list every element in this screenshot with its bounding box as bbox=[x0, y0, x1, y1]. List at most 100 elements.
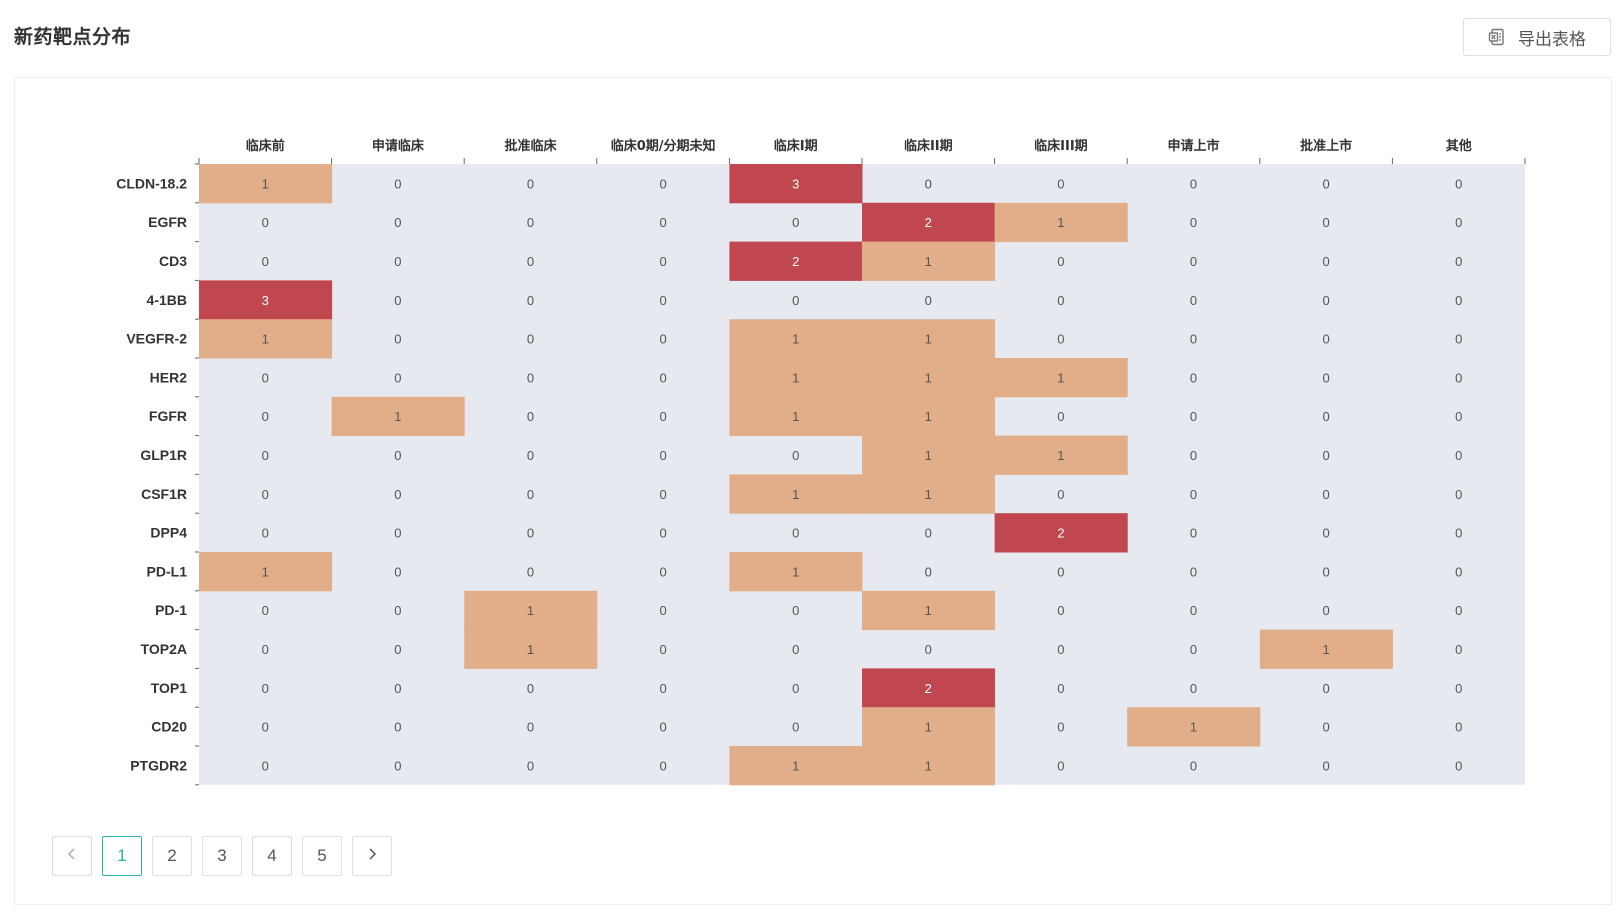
heatmap-cell-label: 0 bbox=[1190, 487, 1197, 502]
heatmap-cell-label: 0 bbox=[659, 176, 666, 191]
heatmap-cell-label: 0 bbox=[527, 254, 534, 269]
heatmap-cell[interactable] bbox=[862, 396, 996, 437]
heatmap-cell-label: 0 bbox=[262, 254, 269, 269]
heatmap-cell-label: 1 bbox=[792, 370, 799, 385]
heatmap-cell[interactable] bbox=[729, 746, 863, 786]
y-tick-label: CD3 bbox=[159, 253, 187, 269]
heatmap-cell[interactable] bbox=[729, 396, 863, 437]
heatmap-cell-label: 1 bbox=[792, 409, 799, 424]
heatmap-cell-label: 1 bbox=[792, 564, 799, 579]
heatmap-cell[interactable] bbox=[862, 241, 996, 281]
heatmap-cell-label: 0 bbox=[1057, 293, 1064, 308]
heatmap-cell-label: 1 bbox=[792, 332, 799, 347]
heatmap-cell[interactable] bbox=[862, 746, 996, 786]
page-button-3[interactable]: 3 bbox=[202, 836, 242, 876]
heatmap-cell[interactable] bbox=[862, 435, 996, 475]
page-button-2[interactable]: 2 bbox=[152, 836, 192, 876]
x-tick-label: 申请临床 bbox=[372, 138, 425, 154]
heatmap-cell-label: 0 bbox=[792, 448, 799, 463]
heatmap-cell-label: 0 bbox=[1455, 254, 1462, 269]
heatmap-cell-label: 0 bbox=[792, 526, 799, 541]
prev-page-button[interactable] bbox=[52, 836, 92, 876]
heatmap-cell-label: 1 bbox=[1322, 642, 1329, 657]
heatmap-cell-label: 0 bbox=[1322, 487, 1329, 502]
heatmap-cell-label: 0 bbox=[792, 681, 799, 696]
heatmap-cell-label: 0 bbox=[394, 332, 401, 347]
heatmap-cell[interactable] bbox=[729, 164, 863, 204]
heatmap-cell-label: 0 bbox=[1322, 526, 1329, 541]
heatmap-cell-label: 0 bbox=[659, 758, 666, 773]
heatmap-cell-label: 0 bbox=[262, 720, 269, 735]
heatmap-cell[interactable] bbox=[729, 241, 863, 281]
heatmap-cell-label: 0 bbox=[659, 215, 666, 230]
heatmap-cell[interactable] bbox=[729, 319, 863, 359]
heatmap-cell[interactable] bbox=[994, 435, 1128, 475]
heatmap-cell-label: 1 bbox=[262, 564, 269, 579]
heatmap-cell-label: 0 bbox=[394, 293, 401, 308]
page-button-5[interactable]: 5 bbox=[302, 836, 342, 876]
heatmap-cell-label: 0 bbox=[659, 293, 666, 308]
heatmap-cell-label: 0 bbox=[1455, 758, 1462, 773]
heatmap-cell-label: 0 bbox=[659, 720, 666, 735]
heatmap-cell[interactable] bbox=[862, 590, 996, 631]
heatmap-cell[interactable] bbox=[729, 358, 863, 398]
heatmap-cell-label: 0 bbox=[1455, 681, 1462, 696]
heatmap-cell-label: 0 bbox=[925, 293, 932, 308]
y-tick-label: VEGFR-2 bbox=[126, 331, 187, 347]
heatmap-cell-label: 0 bbox=[1455, 720, 1462, 735]
next-page-button[interactable] bbox=[352, 836, 392, 876]
heatmap-cell[interactable] bbox=[464, 590, 598, 631]
heatmap-cell-label: 2 bbox=[925, 215, 932, 230]
heatmap-cell-label: 0 bbox=[262, 526, 269, 541]
heatmap-cell-label: 1 bbox=[925, 603, 932, 618]
heatmap-cell-label: 0 bbox=[659, 487, 666, 502]
heatmap-cell-label: 0 bbox=[527, 758, 534, 773]
heatmap-cell-label: 0 bbox=[394, 758, 401, 773]
heatmap-cell[interactable] bbox=[862, 668, 996, 708]
heatmap-cell[interactable] bbox=[994, 358, 1128, 398]
heatmap-cell-label: 0 bbox=[1190, 681, 1197, 696]
heatmap-cell[interactable] bbox=[862, 707, 996, 747]
heatmap-cell-label: 0 bbox=[1455, 293, 1462, 308]
x-tick-label: 临床II期 bbox=[904, 138, 953, 154]
heatmap-cell-label: 0 bbox=[1322, 409, 1329, 424]
heatmap-cell[interactable] bbox=[729, 474, 863, 514]
heatmap-cell-label: 0 bbox=[1190, 448, 1197, 463]
page-button-4[interactable]: 4 bbox=[252, 836, 292, 876]
x-tick-label: 临床I期 bbox=[774, 138, 818, 154]
export-table-button[interactable]: 导出表格 bbox=[1463, 18, 1611, 56]
heatmap-cell[interactable] bbox=[199, 552, 333, 592]
heatmap-cell[interactable] bbox=[862, 202, 996, 243]
heatmap-cell-label: 0 bbox=[1190, 758, 1197, 773]
heatmap-cell[interactable] bbox=[199, 319, 333, 359]
heatmap-cell[interactable] bbox=[729, 552, 863, 592]
heatmap-cell[interactable] bbox=[862, 358, 996, 398]
heatmap-cell-label: 0 bbox=[792, 293, 799, 308]
page-button-1[interactable]: 1 bbox=[102, 836, 142, 876]
heatmap-cell[interactable] bbox=[862, 474, 996, 514]
heatmap-cell-label: 0 bbox=[1190, 254, 1197, 269]
heatmap-cell-label: 0 bbox=[527, 370, 534, 385]
y-tick-label: CSF1R bbox=[141, 486, 187, 502]
y-tick-label: EGFR bbox=[148, 214, 187, 230]
heatmap-cell-label: 0 bbox=[1455, 370, 1462, 385]
heatmap-cell[interactable] bbox=[331, 396, 465, 437]
heatmap-cell[interactable] bbox=[994, 202, 1128, 243]
heatmap-cell-label: 2 bbox=[792, 254, 799, 269]
heatmap-cell-label: 0 bbox=[659, 681, 666, 696]
heatmap-cell[interactable] bbox=[1127, 707, 1261, 747]
heatmap-cell-label: 0 bbox=[1455, 487, 1462, 502]
heatmap-cell-label: 0 bbox=[1190, 332, 1197, 347]
heatmap-cell[interactable] bbox=[199, 164, 333, 204]
heatmap-cell[interactable] bbox=[862, 319, 996, 359]
heatmap-cell-label: 0 bbox=[527, 176, 534, 191]
heatmap-cell[interactable] bbox=[464, 629, 598, 669]
heatmap-cell[interactable] bbox=[199, 280, 333, 320]
heatmap-cell-label: 0 bbox=[527, 293, 534, 308]
heatmap-cell-label: 1 bbox=[925, 720, 932, 735]
heatmap-cell-label: 0 bbox=[1455, 603, 1462, 618]
heatmap-cell-label: 0 bbox=[659, 448, 666, 463]
heatmap-cell[interactable] bbox=[1259, 629, 1393, 669]
heatmap-cell[interactable] bbox=[994, 513, 1128, 553]
y-tick-label: TOP2A bbox=[141, 641, 187, 657]
